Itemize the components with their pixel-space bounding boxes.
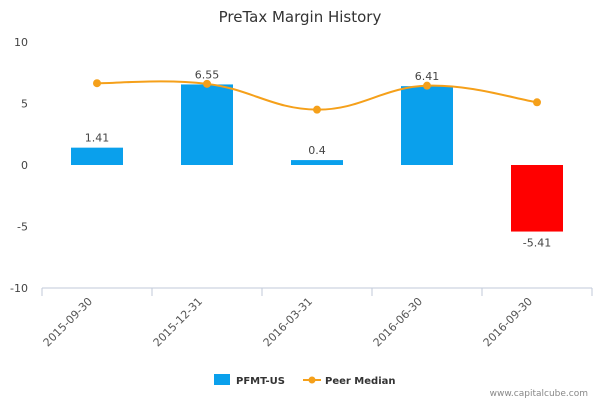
y-tick-label: -10 (10, 282, 28, 295)
data-labels: 1.41 6.55 0.4 6.41 -5.41 (85, 68, 551, 249)
y-tick-label: 0 (21, 159, 28, 172)
x-tick-label: 2016-03-31 (261, 295, 315, 349)
y-tick-label: -5 (17, 221, 28, 234)
data-label: -5.41 (523, 237, 551, 250)
peer-median-line (96, 80, 538, 111)
chart-title: PreTax Margin History (219, 8, 382, 26)
data-label: 0.4 (308, 144, 326, 157)
x-axis: 2015-09-30 2015-12-31 2016-03-31 2016-06-30… (41, 287, 593, 349)
legend-label-median: Peer Median (325, 376, 396, 387)
peer-median-point (423, 81, 431, 90)
legend-swatch-pfmt (214, 374, 230, 385)
bar (401, 86, 453, 165)
data-label: 1.41 (85, 132, 110, 145)
peer-median-point (93, 79, 101, 88)
data-label: 6.55 (195, 68, 220, 81)
x-tick-label: 2016-06-30 (371, 295, 425, 349)
peer-median-series (93, 79, 541, 114)
bar (511, 165, 563, 232)
data-label: 6.41 (415, 70, 440, 83)
peer-median-point (533, 98, 541, 107)
y-tick-label: 5 (21, 98, 28, 111)
bar (291, 160, 343, 165)
y-axis-ticks: 10 5 0 -5 -10 (10, 36, 28, 295)
bars (71, 84, 563, 232)
peer-median-point (203, 79, 211, 88)
bar (71, 147, 123, 165)
x-tick-label: 2016-09-30 (481, 295, 535, 349)
legend-label-pfmt: PFMT-US (236, 376, 285, 387)
legend-swatch-median-dot (308, 376, 316, 384)
legend[interactable]: PFMT-US Peer Median (214, 374, 396, 387)
peer-median-point (313, 105, 321, 114)
y-tick-label: 10 (14, 36, 28, 49)
x-tick-label: 2015-12-31 (151, 295, 205, 349)
bar (181, 84, 233, 165)
x-tick-label: 2015-09-30 (41, 295, 95, 349)
credit: www.capitalcube.com (490, 389, 588, 399)
